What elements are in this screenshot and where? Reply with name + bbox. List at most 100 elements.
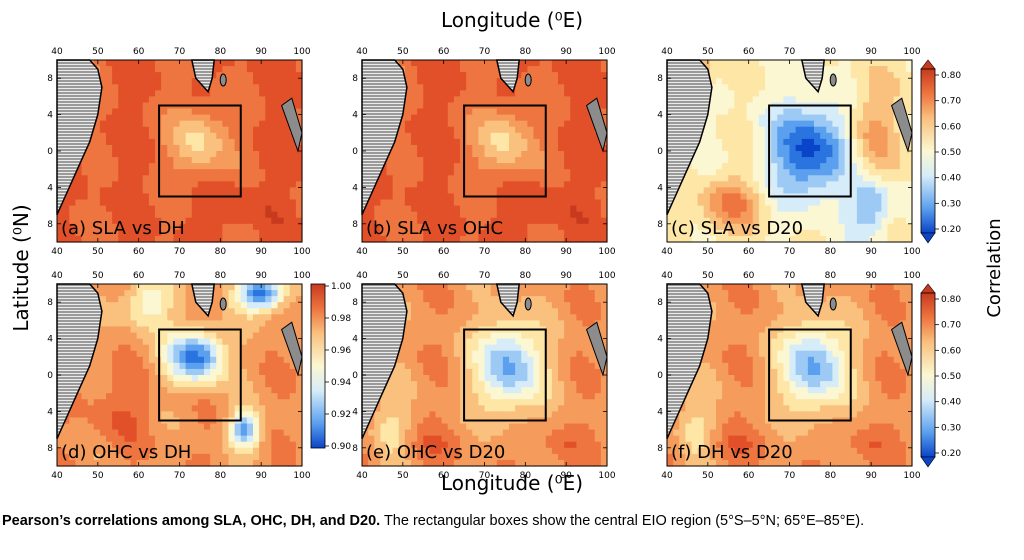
lat-tick-label: 8: [47, 444, 53, 454]
lon-tick-label-bottom: 50: [702, 247, 714, 257]
lon-tick-label-top: 100: [903, 47, 920, 57]
lon-tick-label-bottom: 70: [174, 247, 186, 257]
lon-tick-label-top: 50: [397, 271, 409, 281]
colorbar-tick-label: 0.30: [941, 423, 961, 433]
lon-tick-label-top: 90: [255, 47, 267, 57]
colorbar-tick-label: 0.70: [941, 97, 961, 107]
central-eio-box: [158, 104, 242, 198]
colorbar-tick-label: 0.80: [941, 295, 961, 305]
central-eio-box: [768, 328, 852, 422]
lon-tick-label-top: 40: [51, 47, 63, 57]
panel-label-e: (e) OHC vs D20: [366, 442, 505, 463]
lon-tick-label-bottom: 40: [51, 247, 63, 257]
panel-label-b: (b) SLA vs OHC: [366, 218, 503, 239]
lon-tick-label-bottom: 70: [174, 471, 186, 481]
lon-tick-label-bottom: 70: [784, 247, 796, 257]
lat-tick-label: 0: [47, 371, 53, 381]
lat-tick-label: 4: [352, 335, 358, 345]
lon-tick-label-bottom: 70: [784, 471, 796, 481]
lon-tick-label-bottom: 50: [92, 471, 104, 481]
lat-tick-label: 4: [657, 407, 663, 417]
lat-tick-label: 0: [352, 147, 358, 157]
lon-tick-label-bottom: 40: [661, 471, 673, 481]
caption-bold: Pearson’s correlations among SLA, OHC, D…: [2, 513, 381, 529]
lon-tick-label-top: 60: [438, 47, 450, 57]
lon-tick-label-bottom: 60: [743, 247, 755, 257]
lat-tick-label: 8: [657, 444, 663, 454]
lon-tick-label-bottom: 100: [903, 471, 920, 481]
colorbar-tick-label: 0.92: [331, 410, 351, 420]
sri-lanka-landmass: [219, 297, 227, 311]
lat-tick-label: 8: [657, 220, 663, 230]
panel-label-d: (d) OHC vs DH: [61, 442, 191, 463]
lon-tick-label-top: 50: [702, 271, 714, 281]
colorbar-tick-label: 0.98: [331, 314, 351, 324]
y-axis-title: Latitude (⁰N): [9, 204, 33, 331]
colorbar-tick-label: 0.60: [941, 122, 961, 132]
colorbar-tick-label: 0.60: [941, 346, 961, 356]
colorbar-top-arrow-down: [920, 232, 936, 244]
top-x-axis-title: Longitude (⁰E): [441, 8, 583, 32]
lon-tick-label-bottom: 50: [702, 471, 714, 481]
lon-tick-label-bottom: 50: [397, 247, 409, 257]
panel-label-a: (a) SLA vs DH: [61, 218, 185, 239]
lat-tick-label: 4: [657, 335, 663, 345]
figure-caption: Pearson’s correlations among SLA, OHC, D…: [2, 511, 1022, 531]
bottom-x-axis-title: Longitude (⁰E): [441, 471, 583, 495]
lon-tick-label-bottom: 90: [255, 247, 267, 257]
lon-tick-label-bottom: 60: [133, 471, 145, 481]
lon-tick-label-top: 70: [174, 47, 186, 57]
colorbar-top-arrow-up: [920, 59, 936, 70]
lon-tick-label-top: 100: [598, 271, 615, 281]
lat-tick-label: 0: [352, 371, 358, 381]
lat-tick-label: 8: [47, 74, 53, 84]
lon-tick-label-bottom: 50: [92, 247, 104, 257]
lon-tick-label-bottom: 100: [293, 247, 310, 257]
lon-tick-label-top: 80: [825, 271, 837, 281]
lon-tick-label-top: 90: [255, 271, 267, 281]
lon-tick-label-top: 60: [133, 271, 145, 281]
lat-tick-label: 8: [657, 298, 663, 308]
lon-tick-label-top: 40: [356, 47, 368, 57]
colorbar-tick-label: 0.30: [941, 199, 961, 209]
lon-tick-label-bottom: 100: [598, 247, 615, 257]
lon-tick-label-top: 90: [865, 271, 877, 281]
lat-tick-label: 4: [47, 407, 53, 417]
colorbar-bottom-arrow-up: [920, 283, 936, 294]
lat-tick-label: 4: [657, 183, 663, 193]
lat-tick-label: 4: [352, 111, 358, 121]
lon-tick-label-top: 40: [356, 271, 368, 281]
lon-tick-label-top: 70: [784, 47, 796, 57]
central-eio-box: [768, 104, 852, 198]
lon-tick-label-bottom: 80: [825, 247, 837, 257]
sri-lanka-landmass: [829, 73, 837, 87]
colorbar-title: Correlation: [984, 218, 1005, 317]
correlation-figure: Longitude (⁰E) Longitude (⁰E) Latitude (…: [9, 8, 1005, 495]
colorbar-tick-label: 0.90: [331, 442, 351, 452]
colorbar-tick-label: 0.50: [941, 372, 961, 382]
lon-tick-label-top: 80: [825, 47, 837, 57]
lon-tick-label-top: 90: [865, 47, 877, 57]
colorbar-tick-label: 0.50: [941, 148, 961, 158]
lon-tick-label-top: 70: [479, 47, 491, 57]
lon-tick-label-top: 70: [784, 271, 796, 281]
lon-tick-label-bottom: 100: [598, 471, 615, 481]
lat-tick-label: 8: [47, 298, 53, 308]
lon-tick-label-top: 100: [598, 47, 615, 57]
colorbar-ohc-dh: 1.00 0.98 0.96 0.94 0.92 0.90: [310, 282, 351, 452]
lon-tick-label-top: 100: [293, 271, 310, 281]
lon-tick-label-top: 100: [903, 271, 920, 281]
colorbar-tick-label: 0.40: [941, 174, 961, 184]
lon-tick-label-top: 50: [397, 47, 409, 57]
lon-tick-label-bottom: 90: [560, 471, 572, 481]
panel-label-c: (c) SLA vs D20: [671, 218, 803, 239]
lon-tick-label-bottom: 60: [438, 471, 450, 481]
lon-tick-label-bottom: 70: [479, 247, 491, 257]
lon-tick-label-bottom: 80: [520, 471, 532, 481]
lat-tick-label: 4: [352, 183, 358, 193]
